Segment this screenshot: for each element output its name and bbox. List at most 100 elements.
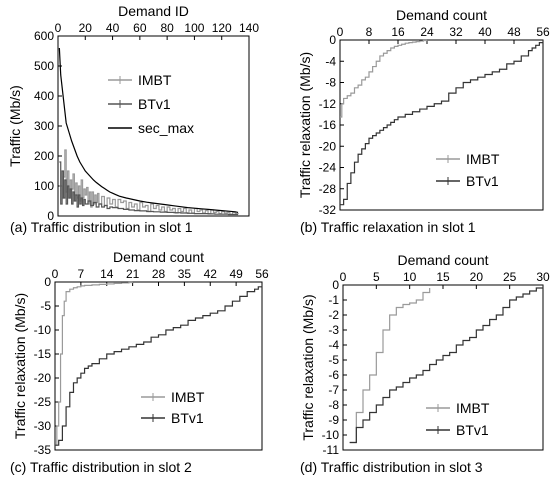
y-tick-label: -8 xyxy=(328,398,339,412)
x-tick-label: 0 xyxy=(55,21,62,35)
panel-caption: (b) Traffic relaxation in slot 1 xyxy=(300,219,476,235)
x-tick-label: 8 xyxy=(366,25,373,39)
x-tick-label: 100 xyxy=(184,21,204,35)
x-tick-label: 21 xyxy=(126,267,140,281)
x-tick-label: 56 xyxy=(536,25,550,39)
y-tick-label: 200 xyxy=(34,149,54,163)
x-tick-label: 24 xyxy=(420,25,434,39)
x-tick-label: 32 xyxy=(449,25,463,39)
x-tick-label: 0 xyxy=(337,25,344,39)
x-tick-label: 80 xyxy=(160,21,174,35)
y-tick-label: -35 xyxy=(34,443,52,457)
x-tick-label: 5 xyxy=(373,270,380,284)
legend-label: BTv1 xyxy=(466,173,499,189)
x-tick-label: 25 xyxy=(503,270,517,284)
x-tick-label: 40 xyxy=(106,21,120,35)
panel-b: 0 8 16 24 32 40 48 56 0 -4 -8 -12 -16 -20 -24 -28 -32 Dem… xyxy=(297,7,550,235)
y-tick-label: -10 xyxy=(322,428,340,442)
x-tick-label: 42 xyxy=(204,267,218,281)
series-line-btv1 xyxy=(340,40,544,206)
x-tick-label: 14 xyxy=(100,267,114,281)
x-tick-label: 60 xyxy=(133,21,147,35)
x-tick-label: 120 xyxy=(212,21,232,35)
legend-label: IMBT xyxy=(456,400,490,416)
legend-label: sec_max xyxy=(138,120,194,136)
series-line-imbt xyxy=(59,149,239,215)
x-tick-label: 140 xyxy=(239,21,259,35)
panel-caption: (a) Traffic distribution in slot 1 xyxy=(10,219,193,235)
x-tick-label: 48 xyxy=(507,25,521,39)
series-line-imbt xyxy=(340,39,428,118)
y-tick-label: 600 xyxy=(34,29,54,43)
y-tick-label: -25 xyxy=(34,395,52,409)
y-tick-label: -15 xyxy=(34,347,52,361)
x-tick-label: 16 xyxy=(391,25,405,39)
y-tick-label: 500 xyxy=(34,59,54,73)
y-tick-label: -10 xyxy=(34,323,52,337)
y-tick-label: 100 xyxy=(34,179,54,193)
legend-label: BTv1 xyxy=(456,422,489,438)
y-tick-label: -28 xyxy=(319,182,337,196)
y-tick-label: 300 xyxy=(34,119,54,133)
panel-a: 0 20 40 60 80 100 120 140 0 100 200 300 400 500 600 Dem… xyxy=(7,3,259,235)
y-tick-label: -3 xyxy=(328,323,339,337)
y-tick-label: -20 xyxy=(34,371,52,385)
y-tick-label: -4 xyxy=(325,54,336,68)
y-tick-label: -32 xyxy=(319,203,337,217)
y-tick-label: -1 xyxy=(328,293,339,307)
x-tick-label: 20 xyxy=(470,270,484,284)
x-tick-label: 0 xyxy=(340,270,347,284)
series-line-btv1 xyxy=(349,285,544,444)
x-tick-label: 30 xyxy=(536,270,550,284)
y-tick-label: -8 xyxy=(325,76,336,90)
series-line-btv1 xyxy=(55,284,263,446)
y-axis-title: Traffic relaxation (Mb/s) xyxy=(300,294,316,440)
panel-caption: (c) Traffic distribution in slot 2 xyxy=(10,459,192,475)
y-tick-label: -9 xyxy=(328,413,339,427)
plot-frame xyxy=(342,284,544,451)
legend-label: IMBT xyxy=(138,72,172,88)
x-tick-label: 7 xyxy=(78,267,85,281)
x-axis-title: Demand ID xyxy=(118,3,189,19)
x-axis-title: Demand count xyxy=(397,252,488,268)
y-axis-title: Traffic (Mb/s) xyxy=(7,85,23,167)
x-tick-label: 40 xyxy=(478,25,492,39)
plot-frame xyxy=(54,281,263,451)
y-tick-label: 0 xyxy=(47,209,54,223)
legend-label: IMBT xyxy=(466,151,500,167)
series-line-sec-max xyxy=(58,47,239,213)
y-axis-title: Traffic relaxation (Mb/s) xyxy=(297,52,313,198)
x-tick-label: 35 xyxy=(178,267,192,281)
y-tick-label: -12 xyxy=(319,97,337,111)
y-tick-label: -11 xyxy=(323,443,340,457)
series-line-btv1 xyxy=(59,161,239,216)
x-tick-label: 28 xyxy=(152,267,166,281)
panel-caption: (d) Traffic distribution in slot 3 xyxy=(300,459,483,475)
x-tick-label: 0 xyxy=(52,267,59,281)
y-tick-label: -20 xyxy=(319,139,337,153)
plot-frame xyxy=(339,39,544,211)
x-tick-label: 15 xyxy=(436,270,450,284)
panel-d: 0 5 10 15 20 25 30 0-1-2-3-4-5-6-7-8-9-10-11 Dem… xyxy=(300,252,550,475)
y-tick-label: 0 xyxy=(329,33,336,47)
x-axis-title: Demand count xyxy=(113,249,204,265)
x-tick-label: 56 xyxy=(255,267,269,281)
legend-label: IMBT xyxy=(171,389,205,405)
x-tick-label: 20 xyxy=(79,21,93,35)
legend-label: BTv1 xyxy=(138,96,171,112)
y-tick-label: 0 xyxy=(44,275,51,289)
y-tick-label: -5 xyxy=(40,299,51,313)
y-tick-label: -30 xyxy=(34,419,52,433)
x-tick-label: 10 xyxy=(403,270,417,284)
y-tick-label: -6 xyxy=(328,368,339,382)
panel-c: 0 7 14 21 28 35 42 49 56 0 -5 -10 -15 -20 -25 -30 -35 Dem… xyxy=(10,249,269,475)
y-tick-label: -4 xyxy=(328,338,339,352)
series-line-imbt xyxy=(55,281,134,446)
y-tick-label: -24 xyxy=(319,161,337,175)
y-tick-label: -7 xyxy=(328,383,339,397)
y-tick-label: 0 xyxy=(332,278,339,292)
y-axis-title: Traffic relaxation (Mb/s) xyxy=(12,293,28,439)
x-axis-title: Demand count xyxy=(396,7,487,23)
series-line-imbt xyxy=(349,288,431,444)
